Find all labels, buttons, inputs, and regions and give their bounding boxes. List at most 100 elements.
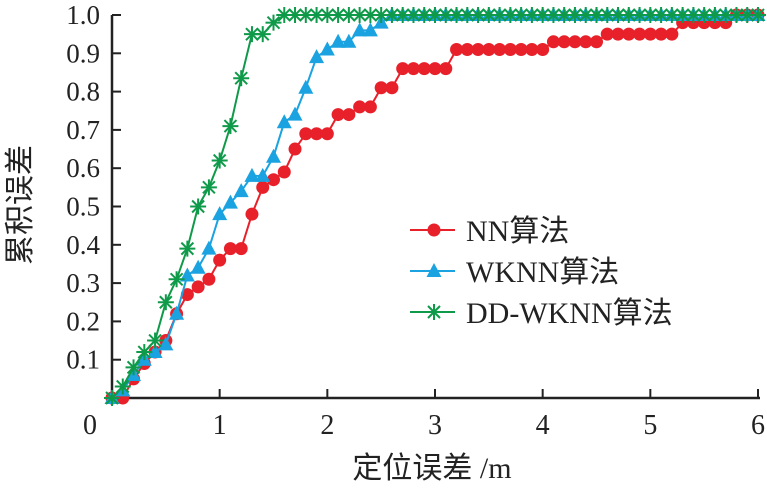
data-point-circle: [277, 165, 291, 179]
data-point-triangle: [426, 263, 442, 277]
data-point-asterisk: [426, 304, 442, 320]
data-point-circle: [590, 35, 603, 49]
data-point-asterisk: [750, 7, 766, 23]
data-point-triangle: [341, 33, 357, 48]
data-point-triangle: [276, 114, 292, 129]
data-point-circle: [600, 27, 614, 41]
asterisk-stroke: [568, 8, 582, 22]
data-point-triangle: [169, 305, 185, 320]
data-point-circle: [310, 127, 324, 141]
data-point-circle: [568, 35, 582, 49]
data-point-asterisk: [190, 198, 207, 215]
data-point-circle: [503, 42, 517, 56]
asterisk-stroke: [525, 8, 539, 22]
data-point-triangle: [244, 167, 260, 182]
x-tick-label: 5: [643, 410, 657, 441]
data-point-circle: [256, 180, 270, 194]
data-point-asterisk: [362, 7, 379, 23]
legend-item: DD-WKNN算法: [410, 297, 673, 330]
data-point-circle: [299, 127, 313, 141]
y-tick-label: 0.2: [66, 306, 100, 336]
data-point-triangle: [147, 344, 163, 359]
data-point-circle: [202, 272, 216, 286]
asterisk-stroke: [460, 8, 475, 22]
data-point-asterisk: [287, 7, 304, 23]
data-point-circle: [396, 62, 410, 76]
data-point-circle: [331, 108, 345, 122]
data-point-circle: [482, 42, 496, 56]
asterisk-stroke: [406, 8, 421, 22]
y-tick-label: 0.1: [66, 345, 100, 375]
data-point-asterisk: [685, 7, 702, 23]
data-point-circle: [611, 27, 625, 41]
data-point-triangle: [212, 206, 228, 221]
data-point-asterisk: [610, 7, 627, 23]
asterisk-stroke: [729, 8, 744, 22]
asterisk-stroke: [557, 8, 571, 22]
asterisk-stroke: [439, 8, 453, 22]
data-point-asterisk: [545, 7, 562, 23]
data-point-circle: [213, 253, 227, 267]
data-point-asterisk: [480, 7, 497, 23]
asterisk-stroke: [449, 8, 464, 22]
asterisk-stroke: [417, 8, 431, 22]
asterisk-stroke: [665, 8, 679, 22]
data-point-triangle: [298, 79, 314, 94]
data-point-circle: [342, 108, 356, 122]
data-point-asterisk: [265, 14, 282, 31]
asterisk-stroke: [718, 8, 733, 22]
data-point-asterisk: [491, 7, 508, 23]
data-point-asterisk: [405, 7, 422, 23]
asterisk-stroke: [514, 8, 528, 22]
data-point-circle: [245, 207, 259, 221]
data-point-circle: [191, 280, 205, 294]
asterisk-stroke: [202, 180, 216, 195]
asterisk-stroke: [492, 8, 507, 22]
data-point-asterisk: [179, 240, 196, 257]
data-point-circle: [450, 42, 464, 56]
asterisk-stroke: [126, 360, 141, 375]
data-point-circle: [557, 35, 571, 49]
asterisk-stroke: [546, 8, 561, 22]
asterisk-stroke: [277, 8, 291, 22]
data-point-triangle: [233, 183, 249, 198]
data-point-circle: [439, 62, 453, 76]
asterisk-stroke: [212, 153, 227, 168]
data-point-triangle: [330, 33, 346, 48]
data-point-circle: [385, 81, 399, 95]
data-point-asterisk: [254, 26, 271, 43]
x-tick-label: 3: [428, 410, 442, 441]
data-point-asterisk: [351, 7, 368, 23]
asterisk-stroke: [395, 8, 410, 22]
data-point-circle: [665, 27, 679, 41]
data-point-triangle: [222, 194, 238, 209]
data-point-circle: [234, 242, 248, 256]
asterisk-stroke: [342, 8, 356, 22]
asterisk-stroke: [234, 71, 248, 85]
y-tick-label: 0.6: [66, 153, 100, 183]
data-point-circle: [622, 27, 636, 41]
y-tick-label: 1.0: [66, 0, 100, 30]
data-point-circle: [514, 42, 528, 56]
data-point-asterisk: [200, 179, 217, 196]
data-point-circle: [353, 100, 367, 114]
x-tick-label: 4: [536, 410, 550, 441]
data-point-asterisk: [534, 7, 551, 23]
x-tick-label: 2: [320, 410, 334, 441]
asterisk-stroke: [740, 8, 754, 22]
asterisk-stroke: [428, 8, 442, 22]
legend-label: WKNN算法: [466, 256, 619, 289]
y-tick-label: 0.9: [66, 38, 100, 68]
data-point-asterisk: [114, 378, 131, 395]
data-point-triangle: [158, 336, 174, 351]
data-point-circle: [633, 27, 647, 41]
asterisk-stroke: [675, 8, 690, 22]
data-point-asterisk: [330, 7, 347, 23]
data-point-triangle: [190, 259, 206, 274]
data-point-circle: [654, 27, 668, 41]
asterisk-stroke: [385, 8, 399, 22]
data-point-circle: [493, 42, 507, 56]
data-point-asterisk: [233, 70, 250, 87]
data-point-triangle: [352, 22, 368, 37]
y-tick-label: 0.3: [66, 268, 100, 298]
